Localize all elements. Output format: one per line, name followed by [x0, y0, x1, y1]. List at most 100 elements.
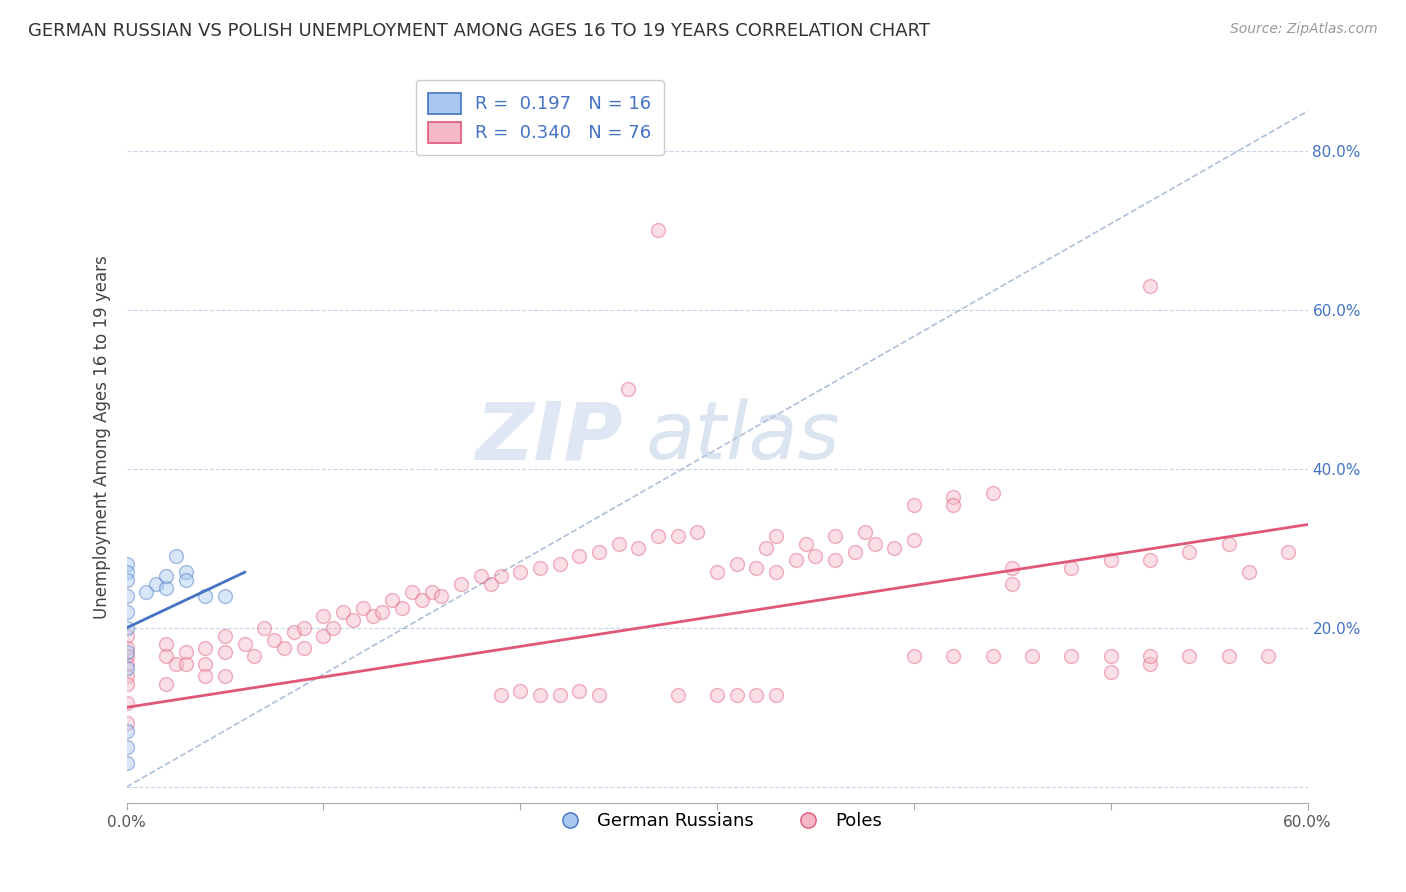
Point — [115, 756, 138, 770]
Point — [942, 490, 965, 504]
Point — [765, 529, 787, 543]
Point — [1060, 561, 1083, 575]
Point — [145, 577, 167, 591]
Point — [1218, 537, 1240, 551]
Point — [529, 561, 551, 575]
Point — [1060, 648, 1083, 663]
Point — [1139, 279, 1161, 293]
Point — [155, 637, 177, 651]
Point — [292, 640, 315, 655]
Point — [903, 533, 925, 548]
Point — [115, 648, 138, 663]
Point — [115, 589, 138, 603]
Point — [607, 537, 630, 551]
Point — [548, 558, 571, 572]
Point — [174, 566, 197, 580]
Point — [1099, 553, 1122, 567]
Point — [1257, 648, 1279, 663]
Point — [568, 684, 591, 698]
Point — [273, 640, 295, 655]
Point — [489, 569, 512, 583]
Point — [115, 558, 138, 572]
Point — [1021, 648, 1043, 663]
Point — [214, 589, 236, 603]
Point — [1099, 665, 1122, 679]
Text: GERMAN RUSSIAN VS POLISH UNEMPLOYMENT AMONG AGES 16 TO 19 YEARS CORRELATION CHAR: GERMAN RUSSIAN VS POLISH UNEMPLOYMENT AM… — [28, 22, 931, 40]
Point — [115, 676, 138, 690]
Text: ZIP: ZIP — [475, 398, 623, 476]
Text: Source: ZipAtlas.com: Source: ZipAtlas.com — [1230, 22, 1378, 37]
Point — [1178, 545, 1201, 559]
Point — [509, 566, 531, 580]
Point — [135, 585, 157, 599]
Point — [548, 689, 571, 703]
Point — [706, 566, 728, 580]
Point — [322, 621, 344, 635]
Point — [155, 648, 177, 663]
Point — [155, 581, 177, 595]
Point — [352, 601, 374, 615]
Point — [706, 689, 728, 703]
Point — [165, 549, 187, 564]
Point — [391, 601, 413, 615]
Point — [312, 629, 335, 643]
Point — [686, 525, 709, 540]
Point — [981, 648, 1004, 663]
Point — [115, 724, 138, 739]
Point — [174, 573, 197, 587]
Point — [115, 697, 138, 711]
Point — [725, 558, 748, 572]
Point — [411, 593, 433, 607]
Point — [804, 549, 827, 564]
Point — [666, 689, 689, 703]
Point — [647, 529, 669, 543]
Point — [1218, 648, 1240, 663]
Point — [233, 637, 256, 651]
Point — [1178, 648, 1201, 663]
Point — [312, 609, 335, 624]
Point — [1139, 657, 1161, 671]
Point — [361, 609, 384, 624]
Point — [115, 645, 138, 659]
Point — [794, 537, 817, 551]
Text: atlas: atlas — [647, 398, 841, 476]
Point — [174, 645, 197, 659]
Point — [617, 383, 640, 397]
Point — [479, 577, 502, 591]
Point — [883, 541, 905, 556]
Point — [420, 585, 443, 599]
Point — [401, 585, 423, 599]
Point — [214, 668, 236, 682]
Point — [529, 689, 551, 703]
Legend: German Russians, Poles: German Russians, Poles — [546, 805, 889, 838]
Point — [765, 566, 787, 580]
Point — [332, 605, 354, 619]
Point — [342, 613, 364, 627]
Point — [627, 541, 650, 556]
Point — [115, 657, 138, 671]
Point — [470, 569, 492, 583]
Point — [1139, 553, 1161, 567]
Point — [509, 684, 531, 698]
Point — [1099, 648, 1122, 663]
Point — [745, 561, 768, 575]
Point — [253, 621, 276, 635]
Point — [155, 676, 177, 690]
Point — [1001, 561, 1024, 575]
Point — [243, 648, 266, 663]
Point — [115, 629, 138, 643]
Point — [725, 689, 748, 703]
Point — [981, 485, 1004, 500]
Point — [371, 605, 394, 619]
Point — [588, 689, 610, 703]
Point — [263, 632, 285, 647]
Point — [1237, 566, 1260, 580]
Point — [115, 640, 138, 655]
Point — [1277, 545, 1299, 559]
Point — [824, 553, 846, 567]
Point — [903, 498, 925, 512]
Point — [115, 668, 138, 682]
Point — [194, 589, 217, 603]
Point — [194, 668, 217, 682]
Point — [844, 545, 866, 559]
